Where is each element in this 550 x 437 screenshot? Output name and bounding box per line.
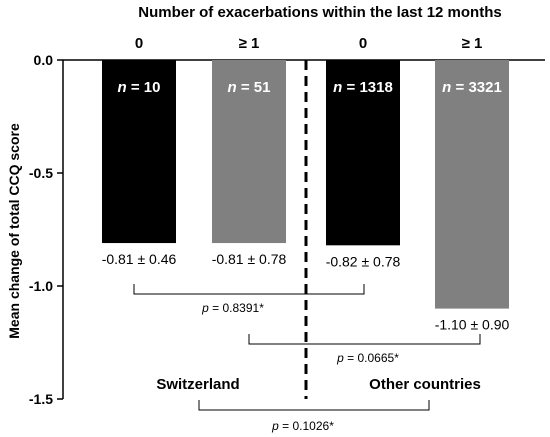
y-axis-label: Mean change of total CCQ score (6, 123, 22, 339)
bar (326, 60, 400, 246)
group-label-other-countries: Other countries (369, 376, 481, 393)
category-label: 0 (359, 35, 367, 52)
value-label: -0.81 ± 0.46 (102, 251, 177, 267)
n-symbol: n (333, 79, 342, 96)
n-value: 51 (254, 79, 271, 96)
y-tick-label: -1.0 (29, 278, 53, 294)
comparison-bracket (133, 284, 365, 295)
n-symbol: n (442, 79, 451, 96)
chart-title: Number of exacerbations within the last … (138, 4, 501, 21)
n-value: 10 (144, 79, 161, 96)
p-value-label: p = 0.8391* (201, 301, 264, 315)
n-symbol: n (228, 79, 237, 96)
value-label: -0.82 ± 0.78 (326, 253, 401, 269)
y-tick-label: -1.5 (29, 391, 53, 407)
group-label-switzerland: Switzerland (156, 376, 239, 393)
n-label: n = 1318 (333, 79, 393, 96)
n-label: n = 51 (228, 79, 271, 96)
bar (102, 60, 176, 244)
y-ticks (57, 59, 63, 400)
bar (435, 60, 509, 309)
n-label: n = 10 (118, 79, 161, 96)
bracket-line (198, 400, 430, 411)
n-value: 3321 (468, 79, 501, 96)
y-tick-labels: 0.0 -0.5 -1.0 -1.5 (29, 52, 53, 407)
n-value: 1318 (359, 79, 392, 96)
y-tick-label: -0.5 (29, 165, 53, 181)
category-label: 0 (135, 35, 143, 52)
value-label: -0.81 ± 0.78 (212, 251, 287, 267)
category-label: ≥ 1 (239, 35, 260, 52)
p-value-label: p = 0.1026* (271, 419, 334, 433)
bracket-line (133, 284, 365, 295)
bracket-line (248, 334, 481, 345)
bar (212, 60, 286, 244)
n-symbol: n (118, 79, 127, 96)
y-tick-label: 0.0 (34, 52, 54, 68)
comparison-bracket (198, 400, 430, 411)
p-value-label: p = 0.0665* (336, 351, 399, 365)
comparison-bracket (248, 334, 481, 345)
n-label: n = 3321 (442, 79, 502, 96)
value-label: -1.10 ± 0.90 (435, 317, 510, 333)
category-label: ≥ 1 (462, 35, 483, 52)
